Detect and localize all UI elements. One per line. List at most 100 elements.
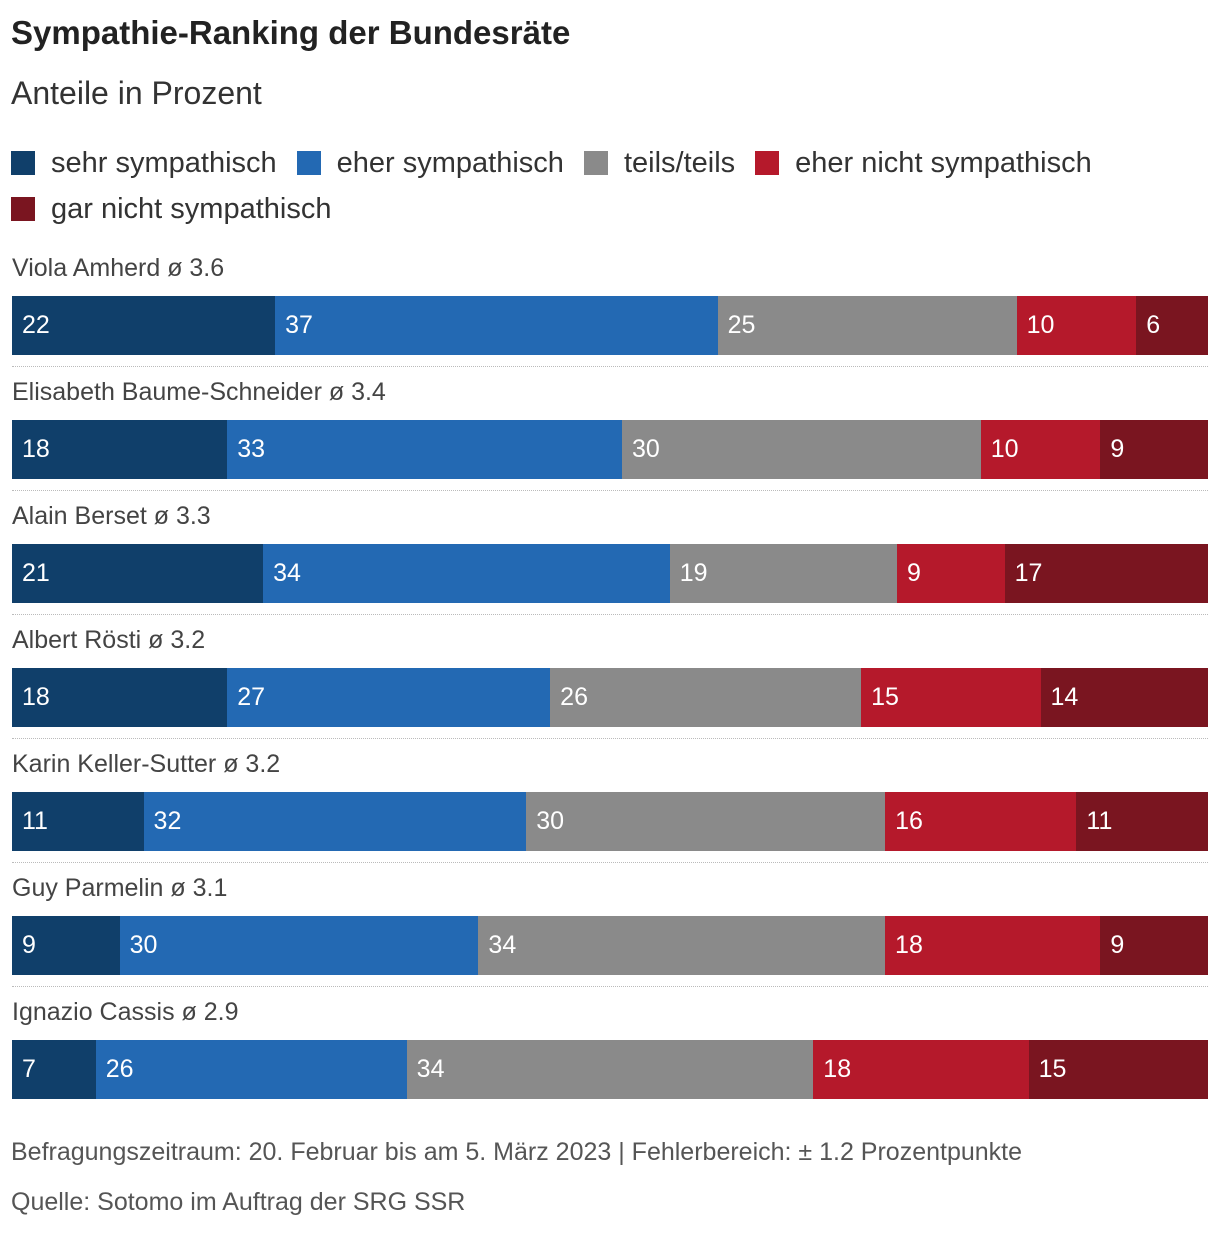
data-label: 14 (1050, 683, 1079, 711)
legend-swatch (755, 151, 780, 175)
chart-row: Albert Rösti ø 3.2 18 27 26 15 14 (0, 620, 1220, 744)
bar-segment: 19 (669, 544, 898, 603)
data-label: 21 (22, 559, 50, 587)
chart-subtitle: Anteile in Prozent (11, 75, 262, 111)
legend-item-eher-sympathisch: eher sympathisch (296, 147, 564, 180)
bar-segment: 18 (885, 916, 1101, 975)
data-label: 30 (129, 931, 158, 959)
row-separator (12, 738, 1208, 739)
data-label: 18 (823, 1055, 852, 1083)
row-label: Karin Keller-Sutter ø 3.2 (12, 750, 281, 778)
legend-label: teils/teils (623, 146, 736, 179)
bar-segment: 9 (1100, 916, 1208, 975)
chart-row: Elisabeth Baume-Schneider ø 3.4 18 33 30 10 9 (0, 372, 1220, 496)
row-label: Elisabeth Baume-Schneider ø 3.4 (12, 378, 386, 406)
bar-segment: 14 (1040, 668, 1208, 727)
data-label: 9 (1110, 931, 1125, 959)
data-label: 9 (907, 559, 921, 587)
row-separator (12, 986, 1208, 987)
row-label: Guy Parmelin ø 3.1 (12, 874, 228, 902)
data-label: 18 (22, 435, 50, 463)
legend: sehr sympathisch eher sympathisch teils/… (11, 140, 1211, 232)
row-label: Albert Rösti ø 3.2 (12, 626, 206, 654)
data-label: 10 (1026, 311, 1055, 339)
data-label: 32 (153, 807, 182, 835)
bar-segment: 26 (550, 668, 862, 727)
bar-segment: 10 (980, 420, 1101, 479)
stacked-bar: 21 34 19 9 17 (12, 544, 1208, 603)
bar-segment: 32 (143, 792, 527, 851)
row-label: Ignazio Cassis ø 2.9 (12, 998, 239, 1026)
bar-segment: 37 (275, 296, 718, 355)
data-label: 30 (631, 435, 660, 463)
bar-segment: 34 (406, 1040, 814, 1099)
data-label: 11 (1086, 807, 1113, 835)
data-label: 18 (22, 683, 50, 711)
stacked-bar: 9 30 34 18 9 (12, 916, 1208, 975)
legend-swatch (11, 197, 35, 221)
bar-segment: 34 (478, 916, 886, 975)
data-label: 10 (990, 435, 1019, 463)
data-label: 25 (727, 311, 756, 339)
chart-title: Sympathie-Ranking der Bundesräte (11, 14, 571, 51)
chart-row: Guy Parmelin ø 3.1 9 30 34 18 9 (0, 868, 1220, 992)
data-label: 18 (895, 931, 923, 959)
stacked-bar: 18 27 26 15 14 (12, 668, 1208, 727)
chart-row: Alain Berset ø 3.3 21 34 19 9 17 (0, 496, 1220, 620)
data-label: 15 (871, 683, 899, 711)
bar-segment: 16 (885, 792, 1077, 851)
data-label: 15 (1038, 1055, 1067, 1083)
bar-segment: 9 (12, 916, 120, 975)
data-label: 34 (488, 931, 517, 959)
bar-segment: 18 (813, 1040, 1029, 1099)
bar-segment: 21 (12, 544, 264, 603)
data-label: 37 (285, 311, 313, 339)
bar-segment: 18 (12, 420, 228, 479)
legend-row: gar nicht sympathisch (11, 186, 1211, 232)
bar-segment: 25 (717, 296, 1017, 355)
source-note: Quelle: Sotomo im Auftrag der SRG SSR (11, 1188, 466, 1216)
bar-segment: 34 (263, 544, 670, 603)
legend-swatch (11, 151, 35, 175)
row-separator (12, 490, 1208, 491)
data-label: 16 (895, 807, 923, 835)
bar-segment: 9 (1100, 420, 1208, 479)
data-label: 34 (273, 559, 301, 587)
row-label: Viola Amherd ø 3.6 (12, 254, 225, 282)
legend-item-sehr-sympathisch: sehr sympathisch (11, 147, 277, 180)
row-separator (12, 862, 1208, 863)
data-label: 26 (105, 1055, 134, 1083)
chart-row: Karin Keller-Sutter ø 3.2 11 32 30 16 11 (0, 744, 1220, 868)
legend-row: sehr sympathisch eher sympathisch teils/… (11, 140, 1211, 186)
row-label: Alain Berset ø 3.3 (12, 502, 211, 530)
data-label: 9 (1110, 435, 1125, 463)
stacked-bar: 22 37 25 10 6 (12, 296, 1208, 355)
legend-label: gar nicht sympathisch (51, 192, 332, 225)
bar-segment: 33 (227, 420, 622, 479)
data-label: 27 (237, 683, 266, 711)
bar-segment: 26 (95, 1040, 407, 1099)
data-label: 22 (22, 311, 50, 339)
bar-segment: 9 (897, 544, 1005, 603)
data-label: 33 (237, 435, 266, 463)
data-label: 9 (22, 931, 36, 959)
data-label: 19 (679, 559, 708, 587)
legend-item-teils-teils: teils/teils (583, 146, 736, 180)
chart-row: Viola Amherd ø 3.6 22 37 25 10 6 (0, 248, 1220, 372)
bar-segment: 17 (1004, 544, 1208, 603)
legend-label: eher nicht sympathisch (795, 146, 1092, 179)
data-label: 34 (416, 1055, 445, 1083)
legend-swatch (583, 151, 608, 175)
legend-swatch (296, 151, 321, 175)
bar-segment: 15 (1028, 1040, 1208, 1099)
bar-segment: 15 (861, 668, 1041, 727)
row-separator (12, 614, 1208, 615)
data-label: 6 (1146, 311, 1161, 339)
stacked-bar-chart: Viola Amherd ø 3.6 22 37 25 10 6 Elisabeth Bau… (0, 248, 1220, 1116)
stacked-bar: 7 26 34 18 15 (12, 1040, 1208, 1099)
bar-segment: 18 (12, 668, 228, 727)
bar-segment: 11 (1076, 792, 1208, 851)
legend-item-gar-nicht-sympathisch: gar nicht sympathisch (11, 193, 331, 226)
stacked-bar: 11 32 30 16 11 (12, 792, 1208, 851)
survey-note: Befragungszeitraum: 20. Februar bis am 5… (11, 1138, 1023, 1166)
